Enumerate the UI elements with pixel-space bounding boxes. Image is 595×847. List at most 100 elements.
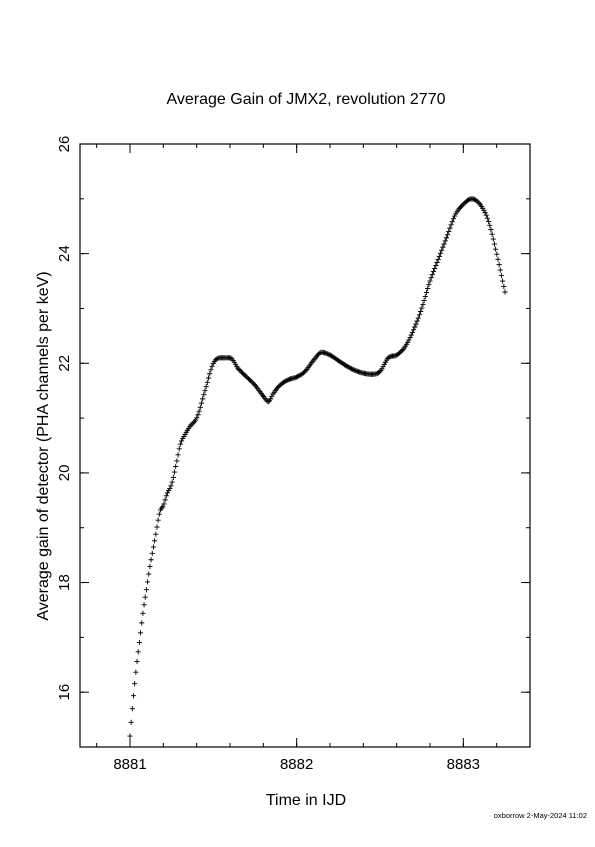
data-point — [196, 408, 202, 414]
data-point — [201, 392, 207, 398]
x-tick-label: 8882 — [280, 756, 313, 773]
data-point — [326, 352, 332, 358]
data-point — [249, 379, 255, 385]
data-point — [459, 203, 465, 209]
data-point — [244, 374, 250, 381]
data-point — [346, 364, 352, 371]
data-point — [350, 366, 356, 372]
data-point — [137, 630, 144, 636]
data-point — [317, 350, 323, 356]
data-point — [174, 458, 180, 464]
data-point — [194, 415, 200, 421]
data-point — [500, 278, 506, 284]
data-point — [425, 285, 431, 292]
data-point — [168, 483, 174, 489]
data-point — [163, 493, 169, 499]
data-point — [148, 557, 154, 563]
data-point — [241, 371, 247, 377]
data-point — [285, 377, 291, 383]
data-point — [161, 501, 167, 507]
data-point — [129, 706, 135, 712]
data-point — [314, 352, 321, 358]
chart-title: Average Gain of JMX2, revolution 2770 — [167, 91, 446, 108]
data-point — [461, 201, 467, 207]
data-point — [460, 202, 466, 208]
data-point — [204, 379, 210, 385]
data-point — [162, 497, 168, 503]
data-point — [426, 282, 432, 288]
data-point — [164, 490, 171, 496]
data-point — [416, 312, 423, 318]
data-point — [406, 337, 412, 343]
data-point — [245, 376, 251, 382]
y-axis-label: Average gain of detector (PHA channels p… — [35, 271, 52, 620]
data-point — [491, 241, 498, 247]
data-point — [293, 374, 300, 380]
data-point — [443, 235, 450, 241]
data-point — [494, 251, 500, 257]
data-point — [302, 369, 308, 375]
data-point — [413, 321, 419, 327]
data-point — [422, 293, 428, 300]
data-point — [155, 517, 161, 523]
data-point — [142, 594, 148, 600]
axes: 8881 8882 8883 16 18 20 22 24 26 — [56, 136, 530, 773]
data-point — [178, 438, 185, 444]
data-point — [130, 693, 137, 699]
data-point — [177, 441, 183, 447]
data-point — [432, 265, 438, 272]
data-point — [292, 374, 298, 381]
data-point — [153, 531, 159, 537]
data-point — [423, 289, 430, 296]
data-point — [419, 305, 425, 311]
data-point — [381, 361, 387, 367]
data-point — [347, 365, 353, 371]
data-point — [236, 366, 242, 373]
data-point — [498, 272, 505, 279]
data-point — [159, 505, 165, 511]
data-point — [284, 377, 290, 383]
data-point — [323, 350, 329, 356]
data-point — [209, 363, 215, 369]
data-point — [490, 236, 496, 242]
data-point — [268, 396, 274, 402]
data-point — [421, 297, 427, 304]
footer-stamp: oxborrow 2-May-2024 11:02 — [494, 811, 587, 820]
data-point — [139, 620, 145, 626]
data-point — [396, 350, 403, 356]
data-point — [353, 368, 359, 374]
data-point — [147, 563, 153, 570]
data-point — [429, 271, 435, 278]
data-point — [176, 446, 182, 452]
data-point — [398, 349, 404, 355]
data-point — [484, 215, 491, 221]
data-point — [197, 404, 203, 410]
data-point — [348, 366, 355, 372]
data-point — [452, 213, 458, 219]
data-point — [418, 308, 424, 315]
data-point — [324, 350, 330, 357]
data-point — [193, 417, 199, 423]
y-tick-label: 16 — [56, 684, 73, 701]
data-point — [450, 216, 457, 222]
data-point — [195, 412, 201, 418]
data-point — [496, 262, 502, 268]
data-point — [437, 250, 444, 256]
data-point — [433, 262, 439, 269]
data-point — [146, 571, 152, 577]
data-point — [134, 658, 140, 665]
data-point — [136, 639, 142, 646]
data-point — [228, 355, 234, 361]
y-tick-label: 26 — [56, 136, 73, 153]
data-point — [189, 421, 195, 427]
data-point — [501, 283, 507, 290]
data-point — [156, 511, 162, 517]
data-point — [141, 602, 147, 608]
data-point — [439, 247, 445, 253]
data-point — [143, 587, 150, 593]
data-point — [466, 197, 472, 203]
data-point — [133, 669, 139, 675]
data-point — [325, 351, 331, 357]
data-point — [149, 550, 155, 556]
